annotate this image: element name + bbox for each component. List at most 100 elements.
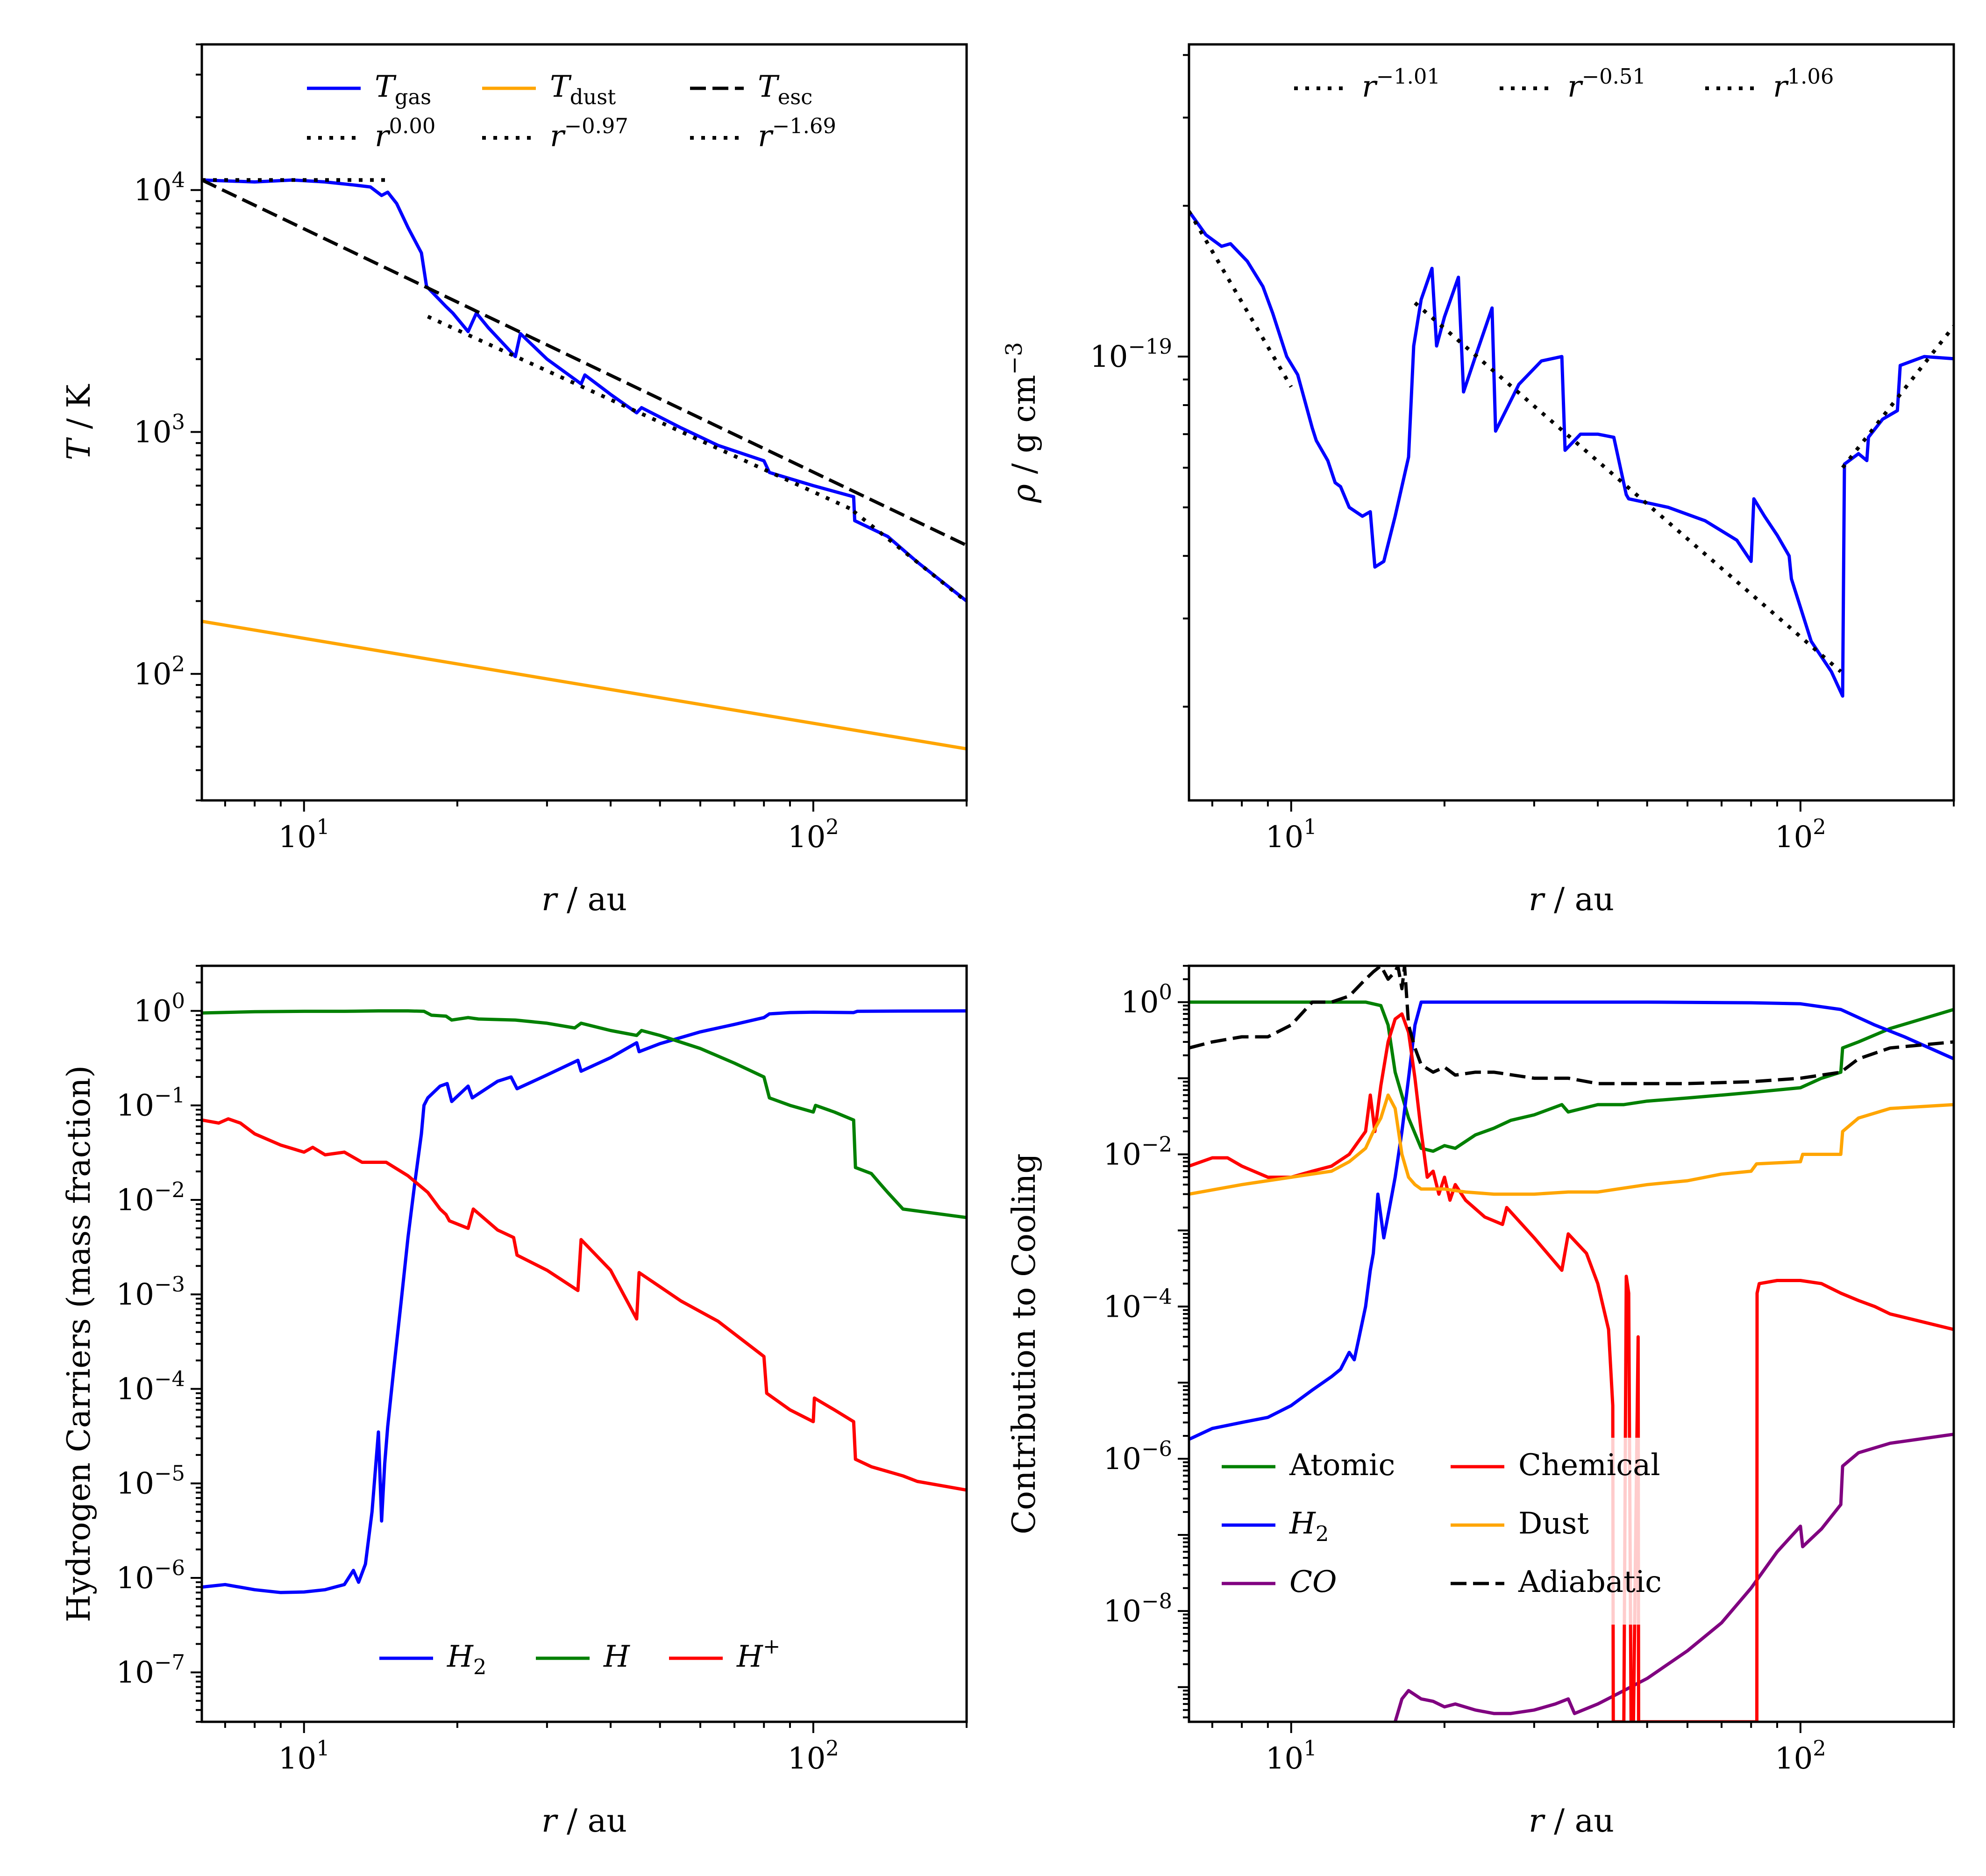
series-line-dust xyxy=(1189,1093,1954,1196)
panel-bottom-right: 101 102 10−8 10−6 10−4 10−2 100 r / au Contribut… xyxy=(1006,964,1955,1840)
legend-label: Tdust xyxy=(550,70,616,109)
legend-label: Tgas xyxy=(375,70,431,109)
series-line-h2 xyxy=(1189,1000,1954,1441)
series-line-adiabatic xyxy=(1189,966,1954,1085)
legend-item-t-esc: Tesc xyxy=(690,70,812,109)
x-tick-label: 101 xyxy=(278,1736,330,1776)
legend: Tgas Tdust Tesc r0.00 r−0.97 r−1.69 xyxy=(307,70,836,154)
x-tick-label: 101 xyxy=(278,814,330,855)
legend-item-fit-r1-06: r1.06 xyxy=(1705,64,1834,104)
y-tick-label: 100 xyxy=(1121,980,1172,1020)
panel-bottom-left: 101 102 10−7 10−6 10−5 10−4 10−3 10−2 10−1 100 r /… xyxy=(61,964,968,1840)
x-tick-label: 102 xyxy=(788,1736,839,1776)
y-tick-label: 10−3 xyxy=(116,1272,185,1312)
y-tick-label: 10−19 xyxy=(1090,334,1172,374)
legend-label: r0.00 xyxy=(375,114,435,154)
y-tick-label: 100 xyxy=(134,988,185,1028)
legend-label: CO xyxy=(1289,1565,1337,1599)
legend-item-h-plus: H+ xyxy=(669,1634,780,1674)
x-axis-label: r / au xyxy=(1529,881,1614,918)
y-axis-label: Contribution to Cooling xyxy=(1006,1153,1043,1534)
series-line-co xyxy=(1393,1433,1954,1722)
series-line-t-dust xyxy=(202,620,967,751)
series-line-fit-rm0-51 xyxy=(1414,301,1842,673)
y-tick-label: 10−2 xyxy=(116,1177,185,1218)
y-axis-label: T / K xyxy=(61,384,98,461)
series-line-t-esc xyxy=(202,178,967,547)
legend-item-h2: H2 xyxy=(379,1640,486,1679)
plot-area xyxy=(202,178,967,751)
legend: r−1.01 r−0.51 r1.06 xyxy=(1294,64,1834,104)
y-axis-label: Hydrogen Carriers (mass fraction) xyxy=(61,1065,98,1622)
legend-label: r−1.69 xyxy=(758,114,836,154)
axes-frame xyxy=(200,964,968,1723)
legend-label: r1.06 xyxy=(1773,64,1834,104)
legend-label: Adiabatic xyxy=(1518,1565,1662,1599)
x-tick-label: 102 xyxy=(788,814,839,855)
series-line-h xyxy=(202,1009,967,1220)
y-tick-label: 10−4 xyxy=(116,1366,185,1406)
y-tick-label: 10−1 xyxy=(116,1083,185,1123)
legend-label: H xyxy=(603,1640,630,1674)
series-line-t-gas xyxy=(202,178,967,603)
legend-label: Atomic xyxy=(1289,1448,1395,1483)
series-line-chemical xyxy=(1189,1012,1954,1722)
x-axis-label: r / au xyxy=(541,881,627,918)
series-line-atomic xyxy=(1189,1000,1954,1153)
x-tick-label: 101 xyxy=(1266,814,1317,855)
legend-item-t-gas: Tgas xyxy=(307,70,431,109)
legend-label: Chemical xyxy=(1518,1448,1660,1483)
plot-area xyxy=(1189,210,1954,698)
legend-label: r−0.51 xyxy=(1567,64,1646,104)
legend-label: r−1.01 xyxy=(1362,64,1440,104)
y-tick-label: 10−8 xyxy=(1103,1589,1172,1629)
legend-label: Dust xyxy=(1518,1506,1589,1541)
legend-item-fit-rm1-69: r−1.69 xyxy=(690,114,836,154)
y-tick-label: 103 xyxy=(134,409,185,449)
legend-item-fit-rm0-51: r−0.51 xyxy=(1500,64,1646,104)
y-tick-label: 102 xyxy=(134,651,185,692)
legend: H2 H H+ xyxy=(379,1634,780,1679)
legend-item-fit-rm1-01: r−1.01 xyxy=(1294,64,1440,104)
legend-item-dust: Dust xyxy=(1451,1506,1589,1541)
series-line-fit-r1-06 xyxy=(1841,325,1954,469)
legend-label: H+ xyxy=(736,1634,780,1674)
legend-label: H2 xyxy=(447,1640,486,1679)
legend-item-h2: H2 xyxy=(1222,1506,1329,1546)
y-tick-label: 10−7 xyxy=(116,1650,185,1690)
legend-item-fit-rm0-97: r−0.97 xyxy=(482,114,628,154)
y-tick-label: 10−6 xyxy=(1103,1436,1172,1477)
y-tick-label: 10−2 xyxy=(1103,1132,1172,1172)
series-line-fit-rm1-01 xyxy=(1189,210,1293,388)
x-axis-label: r / au xyxy=(1529,1803,1614,1840)
legend-item-h: H xyxy=(536,1640,630,1674)
legend-item-co: CO xyxy=(1222,1565,1337,1599)
legend-item-chemical: Chemical xyxy=(1451,1448,1660,1483)
x-tick-label: 102 xyxy=(1775,1736,1826,1776)
plot-area xyxy=(1189,966,1954,1722)
legend: Atomic Chemical H2 Dust CO Adiabatic xyxy=(1210,1438,1687,1625)
panel-top-left: 101 102 102 103 104 r / au T / K Tgas Tdust Tesc r… xyxy=(61,43,968,918)
axes-frame xyxy=(1188,43,1955,802)
legend-label: Tesc xyxy=(758,70,812,109)
series-line-h-plus xyxy=(202,1117,967,1492)
legend-item-t-dust: Tdust xyxy=(482,70,616,109)
y-tick-label: 10−6 xyxy=(116,1555,185,1596)
x-axis-label: r / au xyxy=(541,1803,627,1840)
legend-item-adiabatic: Adiabatic xyxy=(1451,1565,1662,1599)
y-axis-label: ρ / g cm−3 xyxy=(1002,342,1043,503)
y-tick-label: 104 xyxy=(134,168,185,208)
x-tick-label: 101 xyxy=(1266,1736,1317,1776)
y-tick-label: 10−5 xyxy=(116,1461,185,1501)
axes-frame xyxy=(200,43,968,802)
y-tick-label: 10−4 xyxy=(1103,1284,1172,1324)
plot-area xyxy=(202,1009,967,1594)
legend-label: H2 xyxy=(1289,1506,1329,1546)
legend-background xyxy=(1210,1438,1687,1625)
series-line-density xyxy=(1189,210,1954,698)
legend-item-fit-r0-00: r0.00 xyxy=(307,114,435,154)
legend-item-atomic: Atomic xyxy=(1222,1448,1395,1483)
axes-frame xyxy=(1188,964,1955,1723)
